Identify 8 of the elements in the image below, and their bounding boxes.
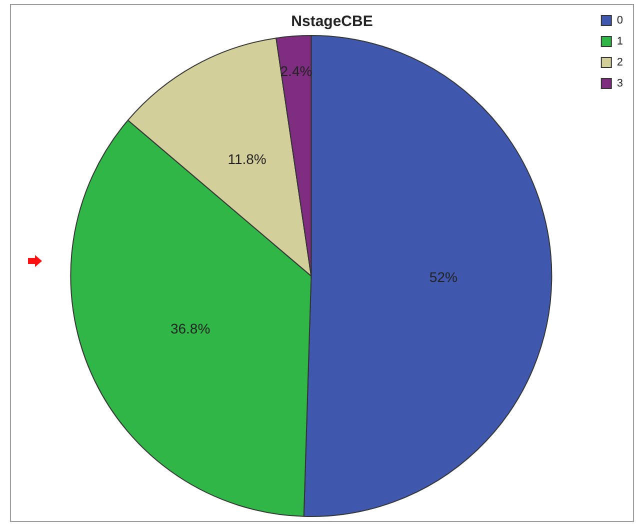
data-label: 52% xyxy=(429,268,458,285)
legend-label: 0 xyxy=(616,14,624,27)
legend-label: 2 xyxy=(616,56,624,69)
legend-label: 1 xyxy=(616,36,624,48)
legend-label: 3 xyxy=(616,78,624,90)
chart-title: NstageCBE xyxy=(291,13,373,30)
data-label: 11.8% xyxy=(228,151,266,168)
data-label: 36.8% xyxy=(170,320,210,337)
